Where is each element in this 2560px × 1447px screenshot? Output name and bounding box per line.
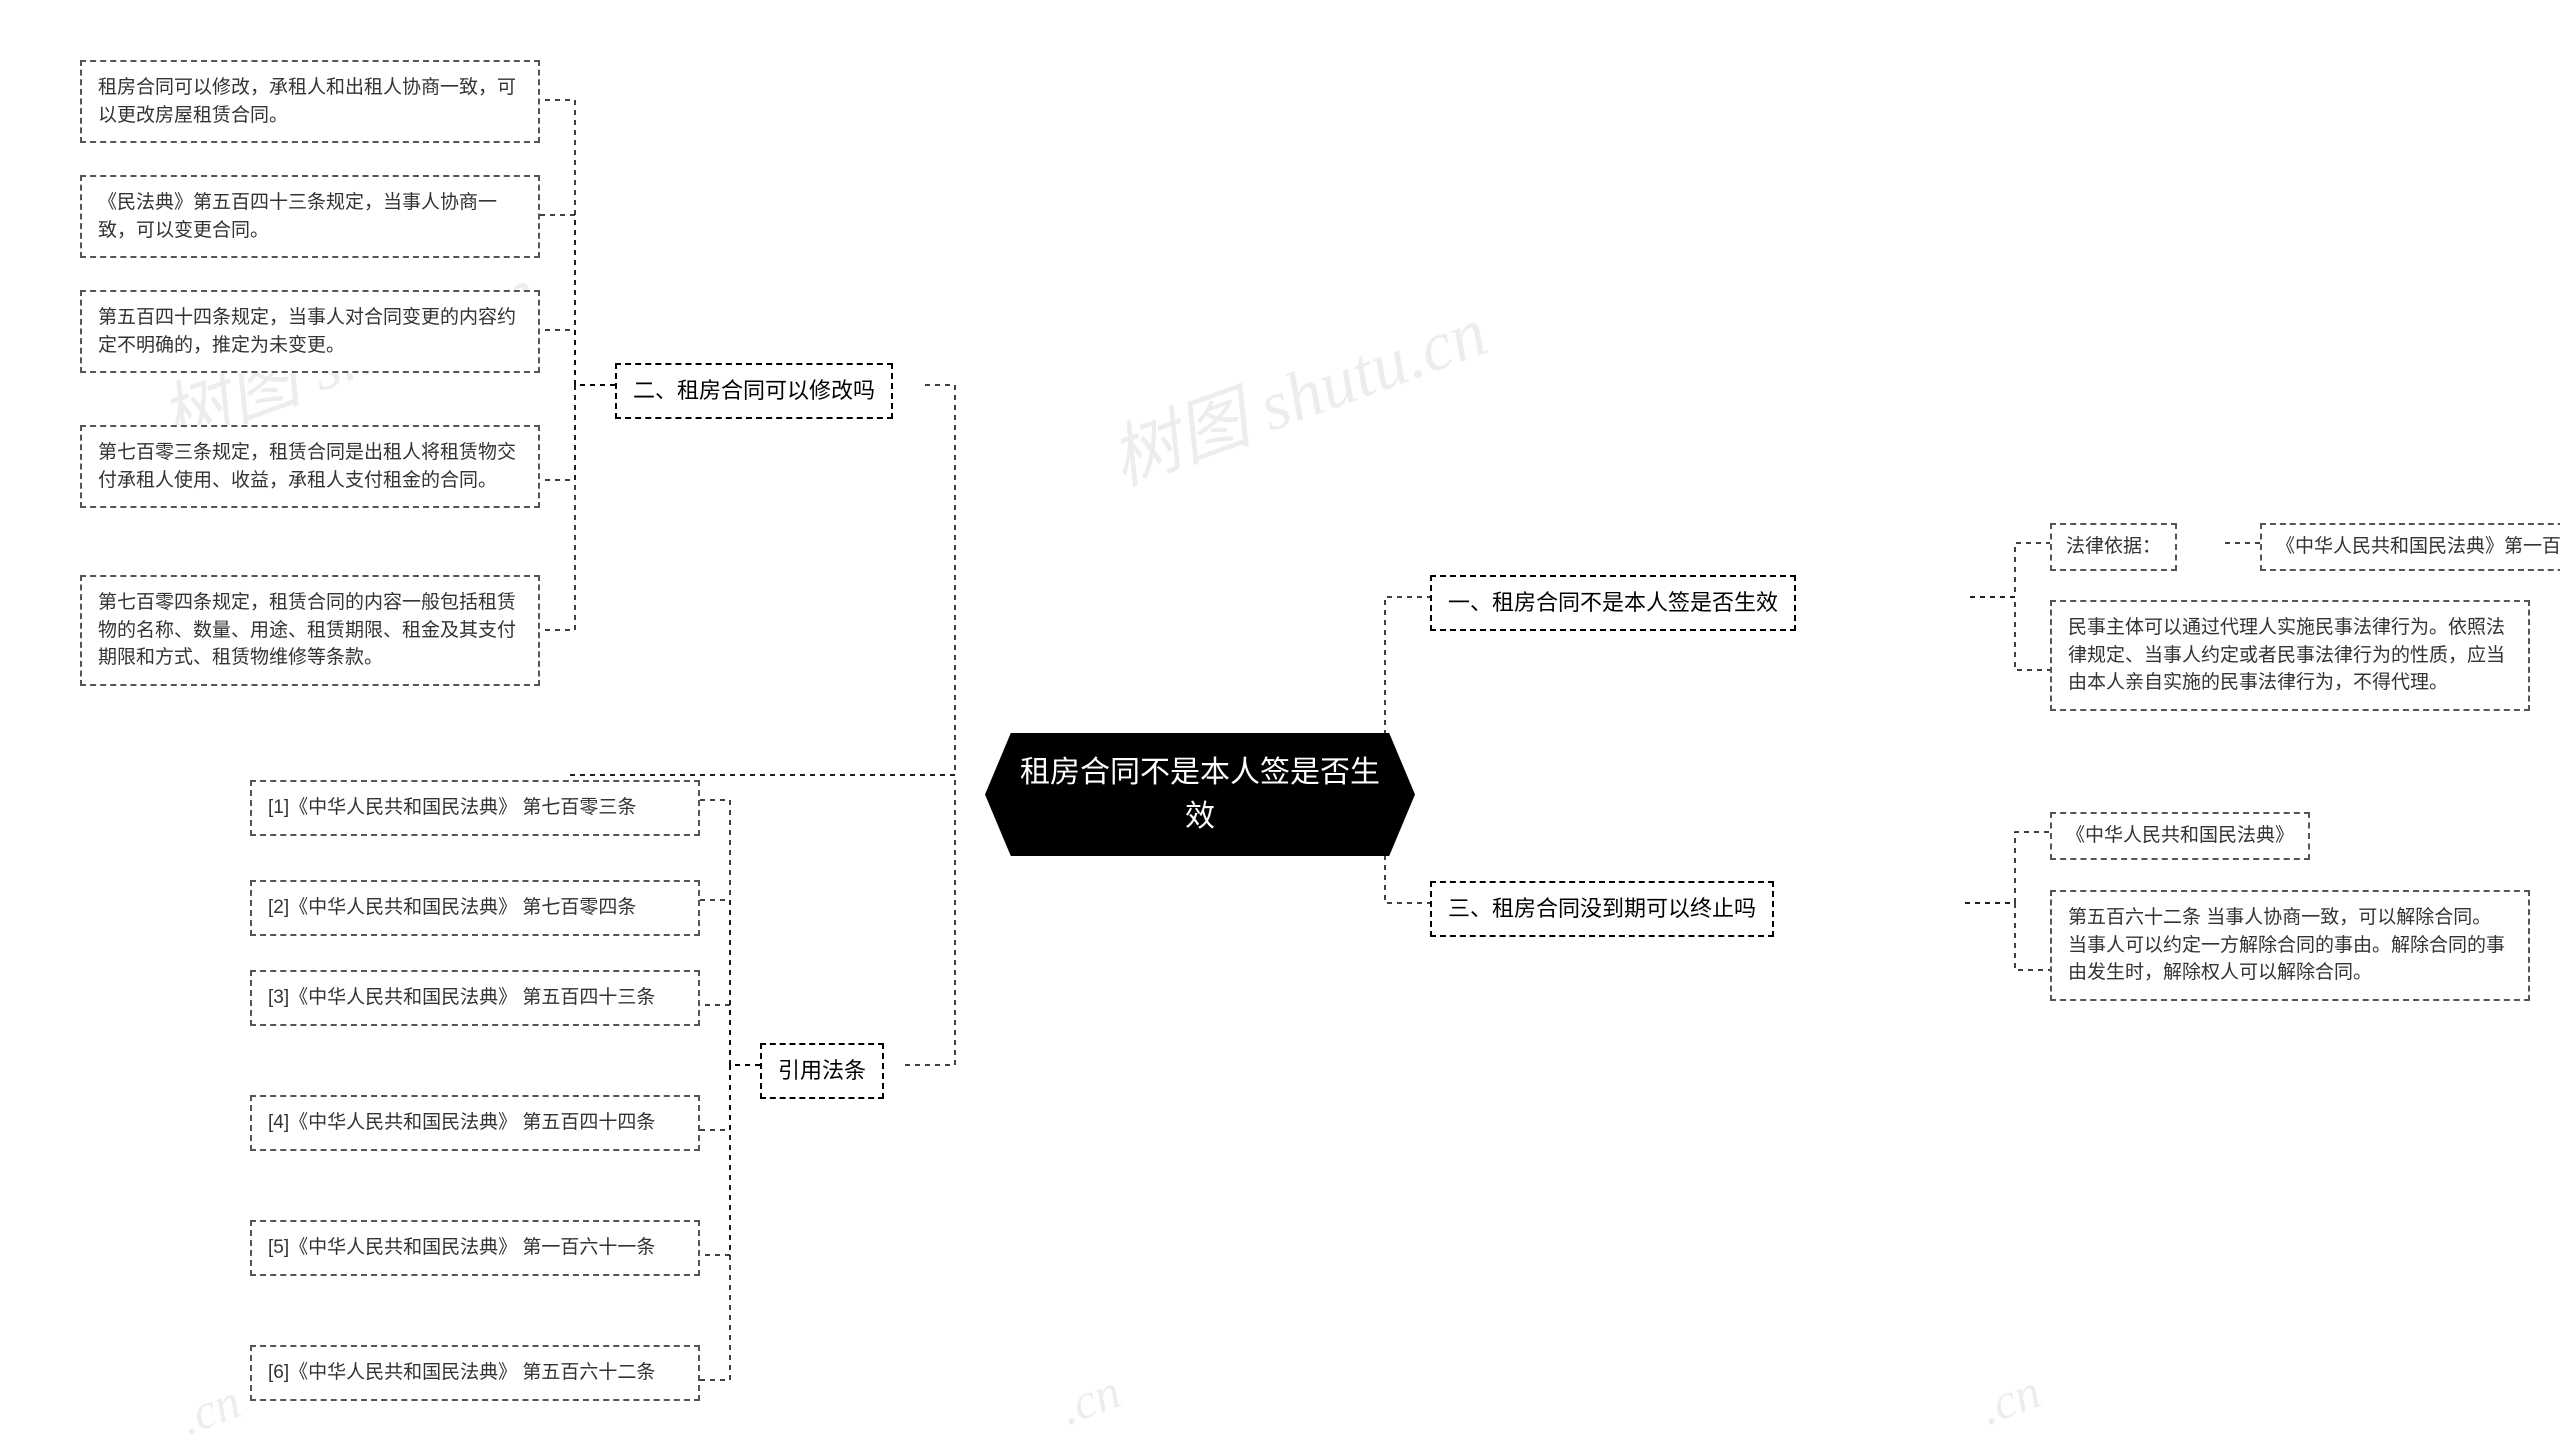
branch-3-child-2: 第五百六十二条 当事人协商一致，可以解除合同。 当事人可以约定一方解除合同的事由…: [2050, 890, 2530, 1001]
branch-ref: 引用法条: [760, 1043, 884, 1099]
ref-item-2: [2]《中华人民共和国民法典》 第七百零四条: [250, 880, 700, 936]
branch-1: 一、租房合同不是本人签是否生效: [1430, 575, 1796, 631]
ref-item-1: [1]《中华人民共和国民法典》 第七百零三条: [250, 780, 700, 836]
branch-1-child-2: 民事主体可以通过代理人实施民事法律行为。依照法律规定、当事人约定或者民事法律行为…: [2050, 600, 2530, 711]
branch-2-item-5: 第七百零四条规定，租赁合同的内容一般包括租赁物的名称、数量、用途、租赁期限、租金…: [80, 575, 540, 686]
watermark: .cn: [1052, 1362, 1128, 1437]
branch-3-child-1: 《中华人民共和国民法典》: [2050, 812, 2310, 860]
branch-1-child-1-leaf: 《中华人民共和国民法典》第一百六十一条: [2260, 523, 2560, 571]
watermark: 树图 shutu.cn: [1095, 276, 1499, 505]
branch-3: 三、租房合同没到期可以终止吗: [1430, 881, 1774, 937]
center-node: 租房合同不是本人签是否生效: [985, 733, 1415, 856]
branch-2-item-1: 租房合同可以修改，承租人和出租人协商一致，可以更改房屋租赁合同。: [80, 60, 540, 143]
branch-1-child-1-label: 法律依据：: [2050, 523, 2177, 571]
branch-2-item-3: 第五百四十四条规定，当事人对合同变更的内容约定不明确的，推定为未变更。: [80, 290, 540, 373]
branch-2: 二、租房合同可以修改吗: [615, 363, 893, 419]
ref-item-3: [3]《中华人民共和国民法典》 第五百四十三条: [250, 970, 700, 1026]
watermark: .cn: [172, 1372, 248, 1447]
watermark: .cn: [1972, 1362, 2048, 1437]
ref-item-5: [5]《中华人民共和国民法典》 第一百六十一条: [250, 1220, 700, 1276]
ref-item-6: [6]《中华人民共和国民法典》 第五百六十二条: [250, 1345, 700, 1401]
branch-2-item-2: 《民法典》第五百四十三条规定，当事人协商一致，可以变更合同。: [80, 175, 540, 258]
ref-item-4: [4]《中华人民共和国民法典》 第五百四十四条: [250, 1095, 700, 1151]
branch-2-item-4: 第七百零三条规定，租赁合同是出租人将租赁物交付承租人使用、收益，承租人支付租金的…: [80, 425, 540, 508]
